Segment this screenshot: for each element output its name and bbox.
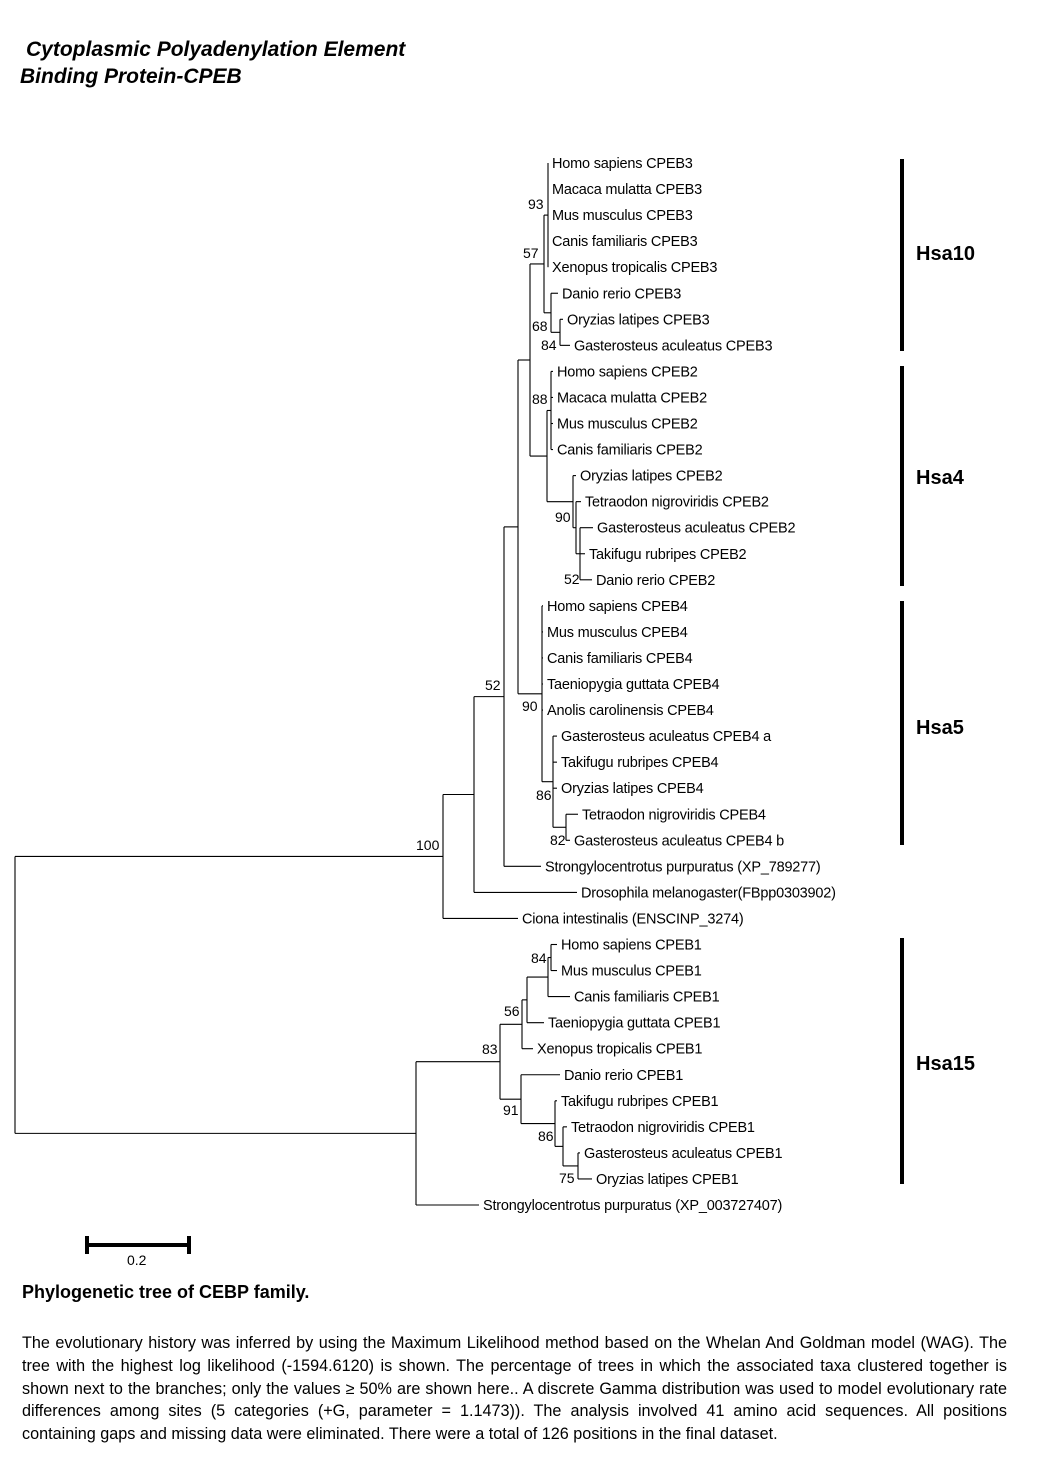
taxon-label: Strongylocentrotus purpuratus (XP_003727…: [483, 1198, 782, 1214]
taxon-label: Tetraodon nigroviridis CPEB2: [585, 495, 769, 511]
clade-label: Hsa4: [916, 467, 965, 489]
taxon-label: Taeniopygia guttata CPEB1: [548, 1016, 720, 1032]
taxon-label: Drosophila melanogaster(FBpp0303902): [581, 885, 836, 901]
bootstrap-value: 83: [482, 1041, 498, 1057]
taxon-label: Canis familiaris CPEB1: [574, 990, 720, 1006]
taxon-label: Canis familiaris CPEB4: [547, 651, 693, 667]
taxon-label: Canis familiaris CPEB3: [552, 234, 698, 250]
taxon-label: Tetraodon nigroviridis CPEB4: [582, 807, 766, 823]
taxon-label: Takifugu rubripes CPEB1: [561, 1094, 719, 1110]
bootstrap-value: 90: [522, 698, 538, 714]
bootstrap-value: 57: [523, 245, 539, 261]
bootstrap-value: 88: [532, 391, 548, 407]
taxon-label: Macaca mulatta CPEB2: [557, 390, 707, 406]
taxon-label: Mus musculus CPEB4: [547, 625, 688, 641]
taxon-label: Danio rerio CPEB3: [562, 286, 681, 302]
bootstrap-value: 93: [528, 196, 544, 212]
caption-title: Phylogenetic tree of CEBP family.: [22, 1282, 310, 1302]
taxon-label: Mus musculus CPEB3: [552, 208, 693, 224]
bootstrap-value: 75: [559, 1170, 575, 1186]
taxon-label: Mus musculus CPEB2: [557, 417, 698, 433]
taxon-label: Oryzias latipes CPEB2: [580, 469, 723, 485]
bootstrap-value: 91: [503, 1102, 519, 1118]
figure-title-line-2: Binding Protein-CPEB: [20, 65, 242, 88]
bootstrap-value: 84: [541, 337, 557, 353]
taxon-label: Takifugu rubripes CPEB4: [561, 755, 719, 771]
taxon-label: Takifugu rubripes CPEB2: [589, 547, 747, 563]
taxon-label: Taeniopygia guttata CPEB4: [547, 677, 719, 693]
figure-title-line-1: Cytoplasmic Polyadenylation Element: [26, 38, 406, 61]
taxon-label: Homo sapiens CPEB2: [557, 364, 698, 380]
taxon-label: Gasterosteus aculeatus CPEB4 a: [561, 729, 772, 745]
taxon-label: Gasterosteus aculeatus CPEB1: [584, 1146, 782, 1162]
taxon-label: Danio rerio CPEB2: [596, 573, 715, 589]
bootstrap-value: 52: [485, 677, 501, 693]
clade-label: Hsa5: [916, 717, 964, 739]
taxon-label: Gasterosteus aculeatus CPEB2: [597, 521, 795, 537]
taxon-label: Homo sapiens CPEB1: [561, 938, 702, 954]
bootstrap-value: 68: [532, 318, 548, 334]
taxon-label: Anolis carolinensis CPEB4: [547, 703, 714, 719]
bootstrap-value: 100: [416, 837, 440, 853]
clade-label: Hsa15: [916, 1053, 975, 1075]
taxon-label: Oryzias latipes CPEB3: [567, 312, 710, 328]
taxon-label: Macaca mulatta CPEB3: [552, 182, 702, 198]
clade-label: Hsa10: [916, 243, 975, 265]
caption-text: The evolutionary history was inferred by…: [22, 1334, 1007, 1444]
taxon-label: Oryzias latipes CPEB4: [561, 781, 704, 797]
bootstrap-value: 56: [504, 1003, 520, 1019]
taxon-label: Xenopus tropicalis CPEB1: [537, 1042, 702, 1058]
taxon-label: Tetraodon nigroviridis CPEB1: [571, 1120, 755, 1136]
taxon-label: Danio rerio CPEB1: [564, 1068, 683, 1084]
taxon-label: Canis familiaris CPEB2: [557, 443, 703, 459]
taxon-label: Homo sapiens CPEB4: [547, 599, 688, 615]
taxon-label: Oryzias latipes CPEB1: [596, 1172, 739, 1188]
bootstrap-value: 82: [550, 832, 566, 848]
bootstrap-value: 86: [538, 1128, 554, 1144]
taxon-label: Strongylocentrotus purpuratus (XP_789277…: [545, 859, 821, 875]
scale-bar-label: 0.2: [127, 1252, 147, 1268]
bootstrap-value: 52: [564, 571, 580, 587]
taxon-label: Mus musculus CPEB1: [561, 964, 702, 980]
taxon-label: Ciona intestinalis (ENSCINP_3274): [522, 911, 743, 927]
bootstrap-value: 86: [536, 787, 552, 803]
bootstrap-value: 90: [555, 509, 571, 525]
bootstrap-value: 84: [531, 950, 547, 966]
taxon-label: Xenopus tropicalis CPEB3: [552, 260, 717, 276]
taxon-label: Gasterosteus aculeatus CPEB3: [574, 338, 772, 354]
taxon-label: Gasterosteus aculeatus CPEB4 b: [574, 833, 784, 849]
taxon-label: Homo sapiens CPEB3: [552, 156, 693, 172]
